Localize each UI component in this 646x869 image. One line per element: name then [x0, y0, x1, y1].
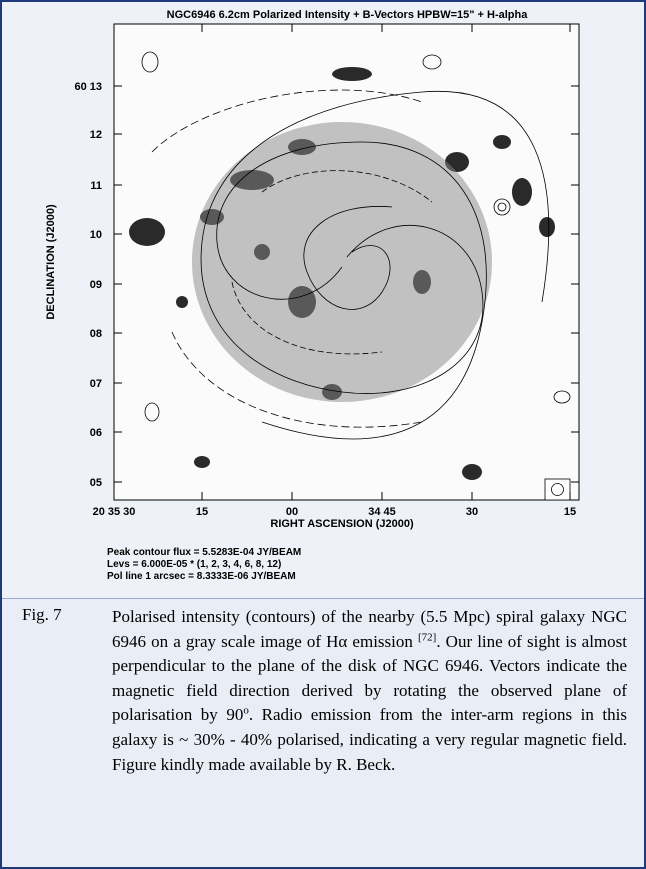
caption: Polarised intensity (contours) of the ne…: [112, 605, 627, 777]
y-tick-label: 05: [90, 477, 102, 489]
note: Peak contour flux = 5.5283E-04 JY/BEAM: [107, 547, 301, 558]
x-tick-label: 34 45: [368, 506, 396, 518]
figure-title: NGC6946 6.2cm Polarized Intensity + B-Ve…: [167, 9, 529, 21]
caption-label: Fig. 7: [22, 605, 62, 625]
y-tick-label: 10: [90, 229, 102, 241]
y-tick-label: 06: [90, 427, 102, 439]
y-axis-label: DECLINATION (J2000): [45, 204, 57, 320]
figure-panel: NGC6946 6.2cm Polarized Intensity + B-Ve…: [0, 0, 646, 869]
y-tick-label: 07: [90, 378, 102, 390]
x-tick-label: 00: [286, 506, 298, 518]
x-tick-label: 20 35 30: [93, 506, 136, 518]
reference: [72]: [418, 631, 436, 643]
x-tick-label: 15: [564, 506, 576, 518]
x-tick-label: 30: [466, 506, 478, 518]
y-tick-label: 09: [90, 279, 102, 291]
x-tick-label: 15: [196, 506, 208, 518]
y-tick-label: 08: [90, 328, 102, 340]
figure-image: NGC6946 6.2cm Polarized Intensity + B-Ve…: [2, 2, 644, 598]
y-tick-label: 60 13: [74, 81, 102, 93]
note: Pol line 1 arcsec = 8.3333E-06 JY/BEAM: [107, 571, 296, 582]
x-axis-label: RIGHT ASCENSION (J2000): [270, 518, 414, 530]
note: Levs = 6.000E-05 * (1, 2, 3, 4, 6, 8, 12…: [107, 559, 281, 570]
y-tick-label: 11: [90, 180, 102, 192]
halpha-diffuse: [192, 122, 492, 402]
figure-area: NGC6946 6.2cm Polarized Intensity + B-Ve…: [2, 2, 644, 599]
y-tick-label: 12: [90, 129, 102, 141]
